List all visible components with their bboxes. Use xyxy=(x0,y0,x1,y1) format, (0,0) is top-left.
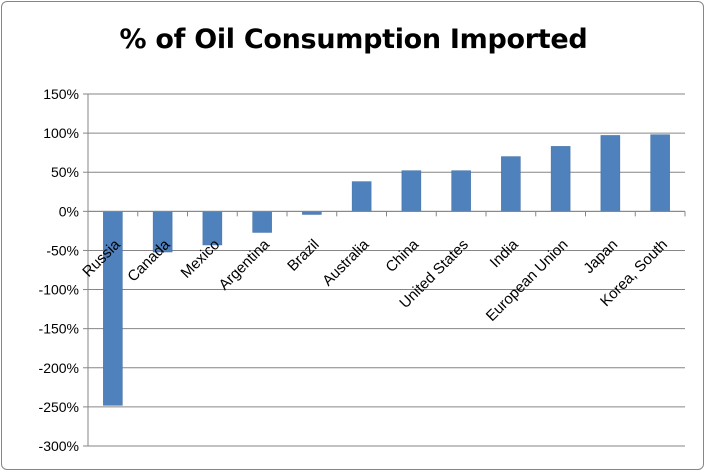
category-label: Mexico xyxy=(178,236,224,282)
y-tick-label: -300% xyxy=(39,438,79,454)
y-tick-label: 50% xyxy=(51,164,79,180)
y-tick-label: -50% xyxy=(46,242,79,258)
bar-korea-south xyxy=(650,134,670,212)
y-tick-label: 100% xyxy=(43,125,79,141)
bar-japan xyxy=(600,135,621,212)
bar-argentina xyxy=(252,211,272,233)
y-tick-label: -150% xyxy=(39,321,79,337)
bar-australia xyxy=(351,181,372,212)
category-label: Argentina xyxy=(216,236,274,294)
y-tick-label: 150% xyxy=(43,86,79,102)
bar-united-states xyxy=(451,170,471,212)
axes xyxy=(83,93,686,447)
y-axis-tick-labels: 150% 100% 50% 0% -50% -100% -150% -200% -250% -30… xyxy=(39,86,79,454)
bar-china xyxy=(401,170,422,212)
bar-india xyxy=(501,156,521,212)
category-label: Canada xyxy=(124,236,174,286)
y-tick-label: -200% xyxy=(39,360,79,376)
category-label: China xyxy=(382,236,422,276)
y-tick-label: 0% xyxy=(59,203,79,219)
bar-european-union xyxy=(550,146,571,212)
category-label: Brazil xyxy=(284,236,323,275)
y-tick-label: -100% xyxy=(39,282,79,298)
category-label: Australia xyxy=(319,236,373,290)
category-label: India xyxy=(487,236,522,271)
category-label: Japan xyxy=(580,236,621,277)
y-tick-label: -250% xyxy=(39,399,79,415)
chart-title: % of Oil Consumption Imported xyxy=(119,24,588,55)
